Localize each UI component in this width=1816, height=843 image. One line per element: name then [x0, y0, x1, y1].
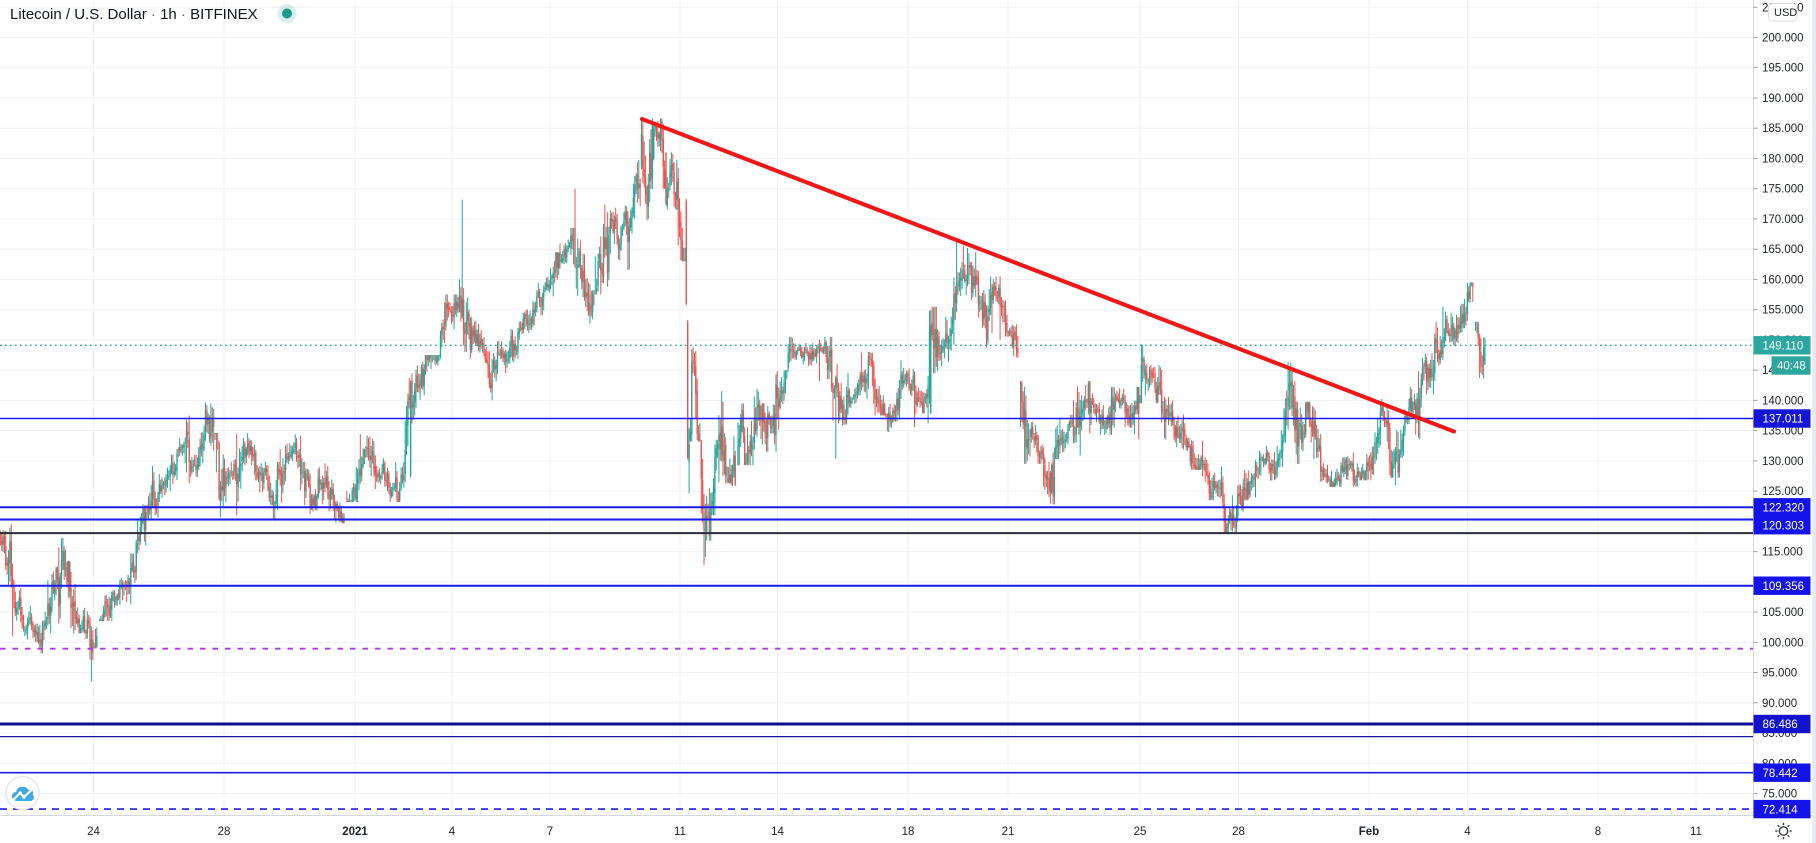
svg-text:7: 7: [547, 826, 553, 838]
svg-text:40:48: 40:48: [1777, 361, 1806, 373]
svg-text:105.000: 105.000: [1762, 607, 1804, 619]
svg-text:90.000: 90.000: [1762, 698, 1797, 710]
svg-text:190.000: 190.000: [1762, 93, 1804, 105]
svg-text:195.000: 195.000: [1762, 63, 1804, 75]
svg-text:USD: USD: [1774, 7, 1797, 19]
svg-text:86.486: 86.486: [1763, 719, 1798, 731]
svg-text:18: 18: [902, 826, 915, 838]
svg-text:149.110: 149.110: [1763, 341, 1804, 353]
svg-text:75.000: 75.000: [1762, 789, 1797, 801]
svg-text:170.000: 170.000: [1762, 214, 1804, 226]
svg-text:8: 8: [1595, 826, 1601, 838]
svg-text:11: 11: [674, 826, 686, 838]
svg-text:137.011: 137.011: [1763, 414, 1804, 426]
svg-text:165.000: 165.000: [1762, 244, 1804, 256]
svg-text:78.442: 78.442: [1763, 768, 1798, 780]
svg-text:160.000: 160.000: [1762, 274, 1804, 286]
svg-text:72.414: 72.414: [1763, 804, 1799, 816]
svg-text:Litecoin / U.S. Dollar · 1h ·: Litecoin / U.S. Dollar · 1h · BITFINEX: [10, 6, 258, 23]
svg-text:28: 28: [1232, 826, 1245, 838]
svg-text:200.000: 200.000: [1762, 33, 1804, 45]
svg-text:135.000: 135.000: [1762, 426, 1804, 438]
svg-text:140.000: 140.000: [1762, 395, 1804, 407]
svg-text:11: 11: [1690, 826, 1702, 838]
svg-text:21: 21: [1002, 826, 1015, 838]
svg-text:175.000: 175.000: [1762, 184, 1804, 196]
svg-text:14: 14: [771, 826, 784, 838]
svg-text:109.356: 109.356: [1763, 581, 1805, 593]
svg-text:155.000: 155.000: [1762, 305, 1804, 317]
svg-text:2021: 2021: [342, 826, 368, 838]
svg-text:4: 4: [1464, 826, 1471, 838]
svg-text:25: 25: [1134, 826, 1147, 838]
svg-text:180.000: 180.000: [1762, 154, 1804, 166]
svg-text:100.000: 100.000: [1762, 637, 1804, 649]
svg-text:Feb: Feb: [1359, 826, 1379, 838]
svg-text:185.000: 185.000: [1762, 123, 1804, 135]
svg-text:125.000: 125.000: [1762, 486, 1804, 498]
svg-text:4: 4: [449, 826, 456, 838]
svg-text:130.000: 130.000: [1762, 456, 1804, 468]
svg-text:120.303: 120.303: [1763, 520, 1805, 532]
svg-text:95.000: 95.000: [1762, 668, 1797, 680]
svg-text:28: 28: [218, 826, 231, 838]
svg-text:24: 24: [87, 826, 100, 838]
svg-text:122.320: 122.320: [1763, 503, 1805, 515]
svg-text:115.000: 115.000: [1762, 547, 1803, 559]
